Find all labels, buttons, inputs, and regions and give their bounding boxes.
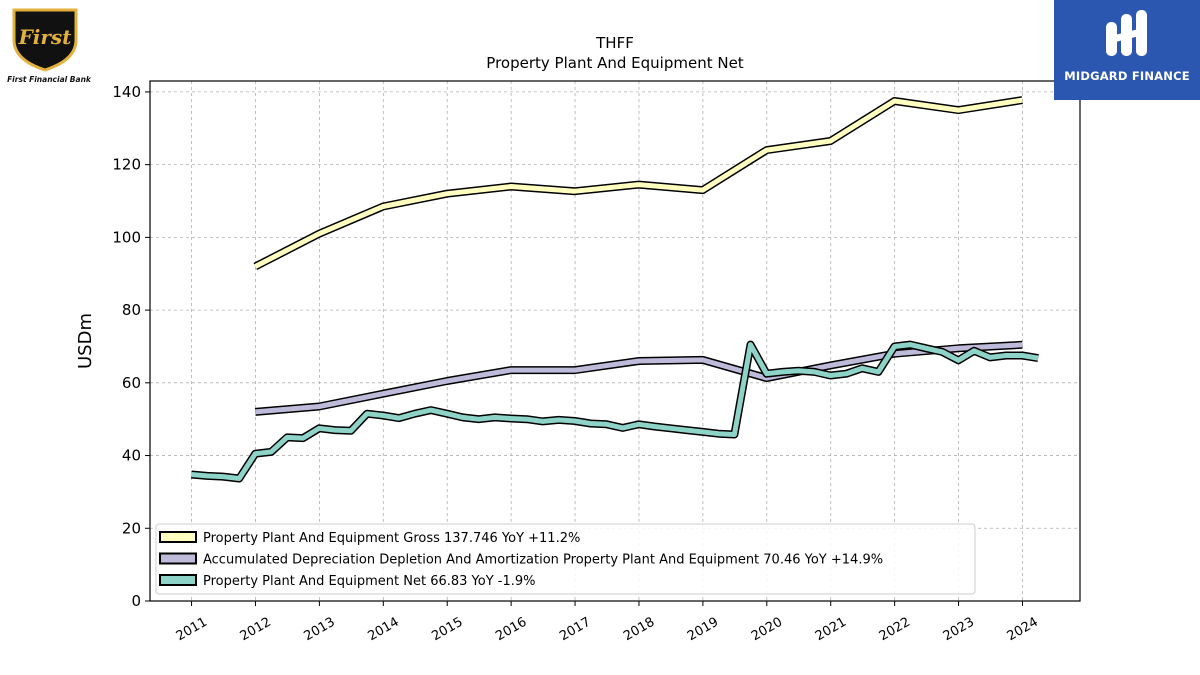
x-tick-label: 2012	[238, 615, 274, 645]
x-tick-label: 2011	[174, 615, 210, 645]
first-financial-bank-logo: First First Financial Bank	[4, 4, 91, 86]
midgard-finance-logo: MIDGARD FINANCE	[1054, 0, 1200, 100]
shield-logo-icon: First	[12, 8, 78, 72]
x-tick-label: 2024	[1005, 615, 1041, 645]
y-tick-label: 120	[112, 156, 141, 174]
y-tick-label: 0	[131, 592, 141, 610]
plot-series	[191, 96, 1039, 483]
legend-label-net: Property Plant And Equipment Net 66.83 Y…	[203, 574, 536, 589]
logo-right-caption: MIDGARD FINANCE	[1064, 69, 1190, 83]
x-tick-label: 2019	[685, 615, 721, 645]
y-tick-label: 80	[122, 301, 141, 319]
y-tick-label: 40	[122, 447, 141, 465]
x-tick-label: 2017	[557, 615, 593, 645]
midgard-mark-icon	[1106, 10, 1147, 56]
series-line-gross	[254, 97, 1023, 269]
x-tick-label: 2014	[365, 615, 401, 645]
y-axis-label: USDm	[75, 313, 96, 369]
grid	[150, 81, 1080, 601]
legend-label-gross: Property Plant And Equipment Gross 137.7…	[203, 531, 580, 546]
chart-subtitle: Property Plant And Equipment Net	[486, 54, 743, 72]
chart-title: THFF	[595, 34, 634, 52]
y-tick-label: 20	[122, 519, 141, 537]
y-tick-label: 60	[122, 374, 141, 392]
x-tick-label: 2020	[749, 615, 785, 645]
legend-swatch-gross	[159, 531, 197, 543]
legend-box	[155, 523, 976, 595]
legend-swatch-accum	[159, 552, 197, 565]
plot-frame	[149, 80, 1081, 602]
y-tick-label: 140	[112, 83, 141, 101]
x-tick-label: 2021	[813, 615, 849, 645]
logo-left-caption: First Financial Bank	[7, 75, 91, 84]
series-line-net	[191, 342, 1039, 481]
logo-mark-text: First	[18, 25, 73, 49]
x-tick-label: 2013	[302, 615, 338, 645]
legend: Property Plant And Equipment Gross 137.7…	[155, 523, 976, 595]
legend-swatch-net	[159, 574, 197, 586]
x-tick-label: 2022	[877, 615, 913, 645]
legend-label-accum: Accumulated Depreciation Depletion And A…	[203, 553, 883, 568]
x-tick-label: 2015	[429, 615, 465, 645]
y-tick-label: 100	[112, 228, 141, 246]
x-tick-label: 2018	[621, 615, 657, 645]
x-tick-label: 2016	[493, 615, 529, 645]
x-tick-label: 2023	[941, 615, 977, 645]
